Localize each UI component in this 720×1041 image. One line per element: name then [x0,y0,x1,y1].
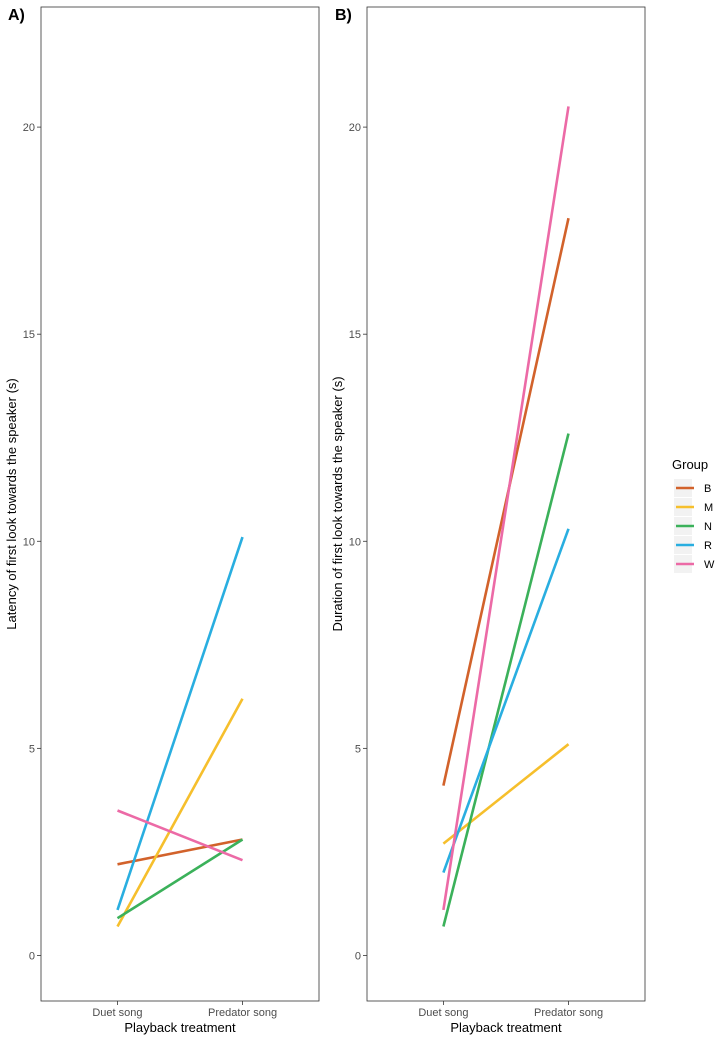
y-axis-title: Duration of first look towards the speak… [330,376,345,631]
legend-label: N [704,521,712,533]
y-tick-label: 15 [23,329,35,341]
y-tick-label: 10 [23,536,35,548]
panel-tag: A) [8,7,25,24]
legend-label: R [704,540,712,552]
y-tick-label: 5 [29,743,35,755]
legend-title: Group [672,457,708,472]
y-tick-label: 10 [349,536,361,548]
legend-label: M [704,502,713,514]
legend-label: B [704,483,711,495]
x-tick-label: Duet song [92,1007,142,1019]
y-axis-title: Latency of first look towards the speake… [4,378,19,629]
y-tick-label: 20 [23,122,35,134]
y-tick-label: 0 [29,950,35,962]
panel-b: B) 0 5 10 15 20 Duet song Predator songPlayback… [330,7,645,1035]
y-tick-label: 15 [349,329,361,341]
y-tick-label: 5 [355,743,361,755]
series-line-M [118,699,243,927]
x-axis-title: Playback treatment [450,1020,562,1035]
x-tick-label: Predator song [208,1007,277,1019]
legend-label: W [704,559,715,571]
y-tick-label: 20 [349,122,361,134]
x-tick-label: Duet song [418,1007,468,1019]
x-tick-label: Predator song [534,1007,603,1019]
panel-a: A) 0 5 10 15 20 Duet song Predator songPlayback… [4,7,319,1035]
x-axis-title: Playback treatment [124,1020,236,1035]
panel-tag: B) [335,7,352,24]
y-tick-label: 0 [355,950,361,962]
